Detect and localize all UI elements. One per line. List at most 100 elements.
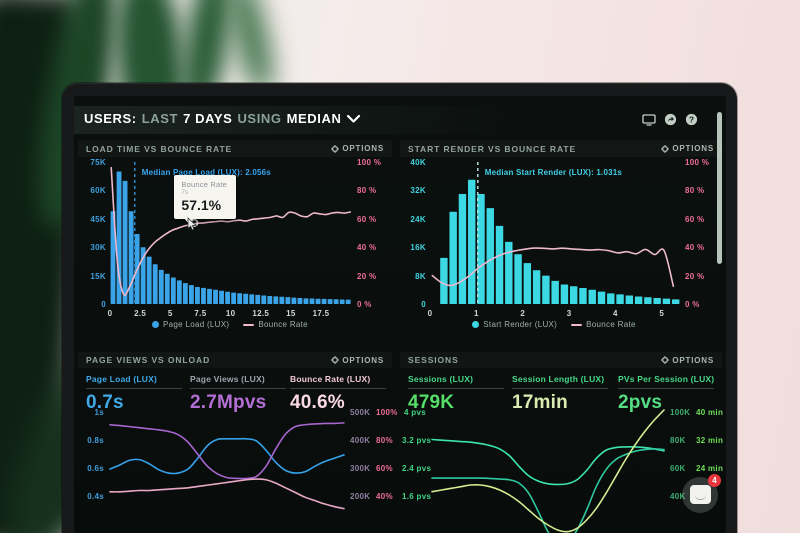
y-axis-tick: 30K bbox=[90, 243, 106, 253]
chat-smile-icon bbox=[695, 495, 706, 500]
legend-dot-swatch bbox=[152, 321, 160, 328]
y-axis-tick: 60K bbox=[90, 186, 106, 196]
x-axis-tick: 10 bbox=[225, 309, 236, 318]
y-axis-right-tick: 100 % bbox=[685, 158, 710, 167]
header-band bbox=[74, 106, 514, 134]
gear-icon bbox=[331, 144, 340, 153]
options-button[interactable]: OPTIONS bbox=[661, 144, 714, 153]
panel-header: PAGE VIEWS VS ONLOAD OPTIONS bbox=[78, 352, 392, 368]
y-axis-right-tick: 80% bbox=[376, 436, 393, 445]
legend-line-swatch bbox=[571, 323, 583, 326]
panel-page-views-vs-onload: PAGE VIEWS VS ONLOAD OPTIONS bbox=[78, 352, 397, 533]
panel-title: SESSIONS bbox=[408, 355, 459, 365]
share-icon[interactable] bbox=[664, 113, 677, 126]
metric-value: 2.7Mpvs bbox=[190, 392, 267, 413]
x-axis-tick: 5 bbox=[659, 309, 665, 318]
y-axis-right-tick: 32 min bbox=[696, 436, 724, 445]
y-axis-right-tick: 24 min bbox=[696, 464, 724, 473]
panel-sessions: SESSIONS OPTIONS Sessions (L bbox=[400, 352, 724, 533]
y-axis-right-tick: 40 % bbox=[357, 243, 377, 253]
y-axis-right-tick: 400K bbox=[350, 436, 371, 445]
y-axis-tick: 3.2 pvs bbox=[402, 436, 432, 445]
y-axis-right-tick: 40% bbox=[376, 492, 393, 501]
gear-icon bbox=[661, 144, 670, 153]
y-axis-right-tick: 300K bbox=[350, 464, 371, 473]
legend-item[interactable]: Start Render (LUX) bbox=[472, 320, 557, 329]
users-range-dropdown[interactable]: USERS: LAST 7 DAYS USING MEDIAN bbox=[84, 111, 360, 126]
gear-icon bbox=[661, 356, 670, 364]
y-axis-right-tick: 80 % bbox=[685, 186, 705, 196]
y-axis-tick: 0.4s bbox=[87, 492, 104, 501]
title-7days: 7 DAYS bbox=[183, 111, 233, 126]
y-axis-tick: 0.8s bbox=[87, 436, 104, 445]
options-label: OPTIONS bbox=[342, 355, 384, 365]
chat-widget-button[interactable]: 4 bbox=[682, 474, 721, 513]
sessions-chart[interactable] bbox=[431, 409, 665, 533]
tooltip-value: 57.1% bbox=[181, 196, 222, 213]
options-label: OPTIONS bbox=[672, 144, 714, 153]
options-button[interactable]: OPTIONS bbox=[331, 144, 384, 153]
legend-dot-swatch bbox=[472, 321, 480, 328]
x-axis-tick: 15 bbox=[286, 309, 296, 318]
legend-item[interactable]: Page Load (LUX) bbox=[152, 320, 229, 329]
y-axis-right-tick: 100 % bbox=[357, 158, 382, 167]
metric-value: 0.7s bbox=[86, 392, 124, 413]
panel-title: START RENDER VS BOUNCE RATE bbox=[408, 143, 577, 154]
dashboard-header: USERS: LAST 7 DAYS USING MEDIAN bbox=[74, 104, 726, 136]
y-axis-tick: 0.6s bbox=[87, 464, 104, 473]
metric-3: PVs Per Session (LUX) 2pvs bbox=[618, 374, 714, 414]
legend-item[interactable]: Bounce Rate bbox=[571, 320, 636, 329]
options-button[interactable]: OPTIONS bbox=[331, 356, 384, 365]
metric-label: Page Load (LUX) bbox=[86, 374, 182, 389]
legend-label: Bounce Rate bbox=[586, 320, 636, 329]
median-annotation: Median Start Render (LUX): 1.031s bbox=[484, 168, 623, 177]
mouse-cursor-icon bbox=[188, 217, 198, 231]
display-icon[interactable] bbox=[642, 113, 656, 126]
title-users: USERS: bbox=[84, 111, 137, 126]
y-axis-tick: 75K bbox=[90, 158, 106, 167]
options-label: OPTIONS bbox=[672, 355, 714, 365]
y-axis-right-tick: 20 % bbox=[685, 271, 705, 281]
dashboard-screen: USERS: LAST 7 DAYS USING MEDIAN bbox=[74, 96, 726, 533]
options-button[interactable]: OPTIONS bbox=[661, 356, 714, 365]
title-using: USING bbox=[237, 111, 282, 126]
options-label: OPTIONS bbox=[342, 144, 384, 153]
metric-2: Page Views (LUX) 2.7Mpvs bbox=[190, 374, 286, 414]
y-axis-tick: 1.6 pvs bbox=[402, 492, 432, 501]
y-axis-tick: 15K bbox=[90, 271, 106, 281]
x-axis-tick: 2.5 bbox=[134, 309, 147, 318]
y-axis-right-tick: 40 % bbox=[685, 243, 705, 253]
help-icon[interactable]: ? bbox=[685, 113, 698, 126]
laptop-bezel: USERS: LAST 7 DAYS USING MEDIAN bbox=[62, 83, 737, 533]
y-axis-tick: 0 bbox=[101, 300, 106, 309]
y-axis-right-tick: 40K bbox=[670, 492, 686, 501]
x-axis-tick: 4 bbox=[613, 309, 618, 318]
chat-badge: 4 bbox=[708, 474, 721, 487]
x-axis-tick: 5 bbox=[167, 309, 173, 318]
y-axis-tick: 8K bbox=[415, 271, 426, 281]
load-time-chart[interactable] bbox=[110, 162, 351, 304]
panel-header: LOAD TIME VS BOUNCE RATE OPTIONS bbox=[78, 140, 392, 157]
x-axis-tick: 1 bbox=[473, 309, 479, 318]
tooltip-unit: 7s bbox=[181, 188, 189, 196]
metric-value: 479K bbox=[408, 392, 455, 413]
start-render-chart[interactable] bbox=[430, 162, 680, 304]
y-axis-right-tick: 0 % bbox=[357, 300, 372, 309]
metric-1: Page Load (LUX) 0.7s bbox=[86, 374, 182, 414]
x-axis-tick: 7.5 bbox=[194, 309, 207, 318]
legend-label: Bounce Rate bbox=[258, 320, 308, 329]
gear-icon bbox=[331, 356, 340, 364]
page-views-chart[interactable] bbox=[109, 410, 345, 520]
panel-title: PAGE VIEWS VS ONLOAD bbox=[86, 355, 211, 365]
svg-text:?: ? bbox=[689, 114, 694, 124]
bounce-rate-tooltip: Bounce Rate 7s 57.1% bbox=[174, 174, 236, 224]
metric-value: 40.6% bbox=[290, 392, 345, 413]
scrollbar[interactable] bbox=[717, 112, 722, 264]
y-axis-right-tick: 60 % bbox=[685, 214, 705, 224]
sessions-svg bbox=[431, 409, 665, 533]
y-axis-right-tick: 100% bbox=[376, 408, 398, 417]
x-axis-tick: 17.5 bbox=[312, 309, 330, 318]
legend-item[interactable]: Bounce Rate bbox=[243, 320, 308, 329]
y-axis-tick: 24K bbox=[410, 214, 426, 224]
chart-legend: Start Render (LUX) Bounce Rate bbox=[430, 320, 678, 329]
